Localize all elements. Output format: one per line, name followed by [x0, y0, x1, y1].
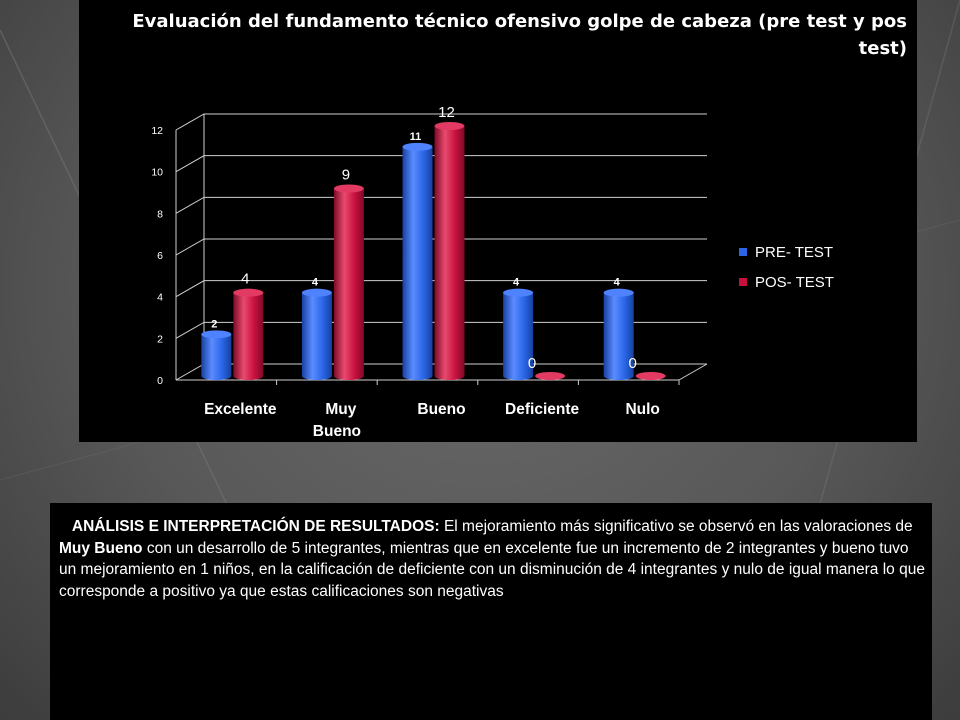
y-tick-label: 4 [157, 292, 163, 304]
bar-pre-test [201, 334, 232, 380]
page-title: Evaluación del fundamento técnico ofensi… [132, 11, 907, 59]
x-category-label: Excelente [204, 401, 277, 418]
x-category-label: Muy [325, 401, 356, 418]
data-label: 4 [614, 277, 621, 289]
data-label: 4 [312, 277, 319, 289]
analysis-panel: ANÁLISIS E INTERPRETACIÓN DE RESULTADOS:… [50, 503, 932, 720]
analysis-heading: ANÁLISIS E INTERPRETACIÓN DE RESULTADOS: [71, 518, 440, 535]
y-tick-label: 12 [151, 125, 163, 137]
analysis-text-2: con un desarrollo de 5 integrantes, mien… [59, 539, 925, 600]
data-label: 0 [629, 355, 637, 372]
data-label: 12 [438, 104, 455, 121]
bar-pre-test-top [603, 288, 634, 297]
data-label: 11 [410, 131, 422, 143]
x-category-label: Nulo [625, 401, 659, 418]
bar-pre-test [402, 146, 433, 380]
data-label: 4 [241, 271, 249, 288]
data-label: 0 [528, 355, 536, 372]
bar-pos-test-top [434, 122, 465, 130]
floor-edge [678, 363, 708, 381]
bar-pos-test-top [635, 372, 666, 380]
legend-label: PRE- TEST [755, 244, 833, 261]
bar-pre-test-top [402, 142, 433, 151]
bar-pos-test-top [535, 372, 566, 380]
bar-pos-test-top [233, 288, 264, 297]
chart-panel: 0 2 4 6 8 10 12 2 4 11 4 4 4 9 12 0 0 Excelente Muy Bueno Bu… [79, 97, 917, 442]
title-banner: Evaluación del fundamento técnico ofensi… [79, 0, 917, 97]
x-category-label: Deficiente [505, 401, 579, 418]
y-tick-label: 10 [151, 167, 163, 179]
data-label: 4 [513, 277, 520, 289]
y-tick-label: 8 [157, 208, 163, 220]
data-label: 9 [342, 167, 350, 184]
bar-pre-test [603, 292, 634, 380]
data-label: 2 [211, 318, 217, 330]
legend-label: POS- TEST [755, 274, 834, 291]
y-tick-label: 0 [157, 375, 163, 387]
analysis-highlight: Muy Bueno [59, 539, 143, 557]
bar-pre-test [503, 292, 534, 380]
y-tick-label: 6 [157, 250, 163, 262]
bar-pos-test-top [333, 184, 364, 193]
bar-pos-test [233, 292, 264, 380]
legend-swatch-pre [739, 248, 747, 256]
x-category-label: Bueno [417, 401, 465, 418]
bar-pos-test [333, 188, 364, 380]
analysis-paragraph: ANÁLISIS E INTERPRETACIÓN DE RESULTADOS:… [59, 516, 929, 602]
bar-pre-test-top [301, 288, 332, 297]
bar-chart: 0 2 4 6 8 10 12 2 4 11 4 4 4 9 12 0 0 Excelente Muy Bueno Bu… [151, 104, 834, 440]
bar-pre-test-top [503, 288, 534, 297]
bar-pre-test-top [201, 330, 232, 339]
x-category-label: Bueno [313, 423, 361, 440]
bar-pre-test [301, 292, 332, 380]
analysis-text-1: El mejoramiento más significativo se obs… [439, 518, 913, 535]
legend-swatch-pos [739, 278, 747, 286]
y-tick-label: 2 [157, 333, 163, 345]
bar-pos-test [434, 126, 465, 380]
